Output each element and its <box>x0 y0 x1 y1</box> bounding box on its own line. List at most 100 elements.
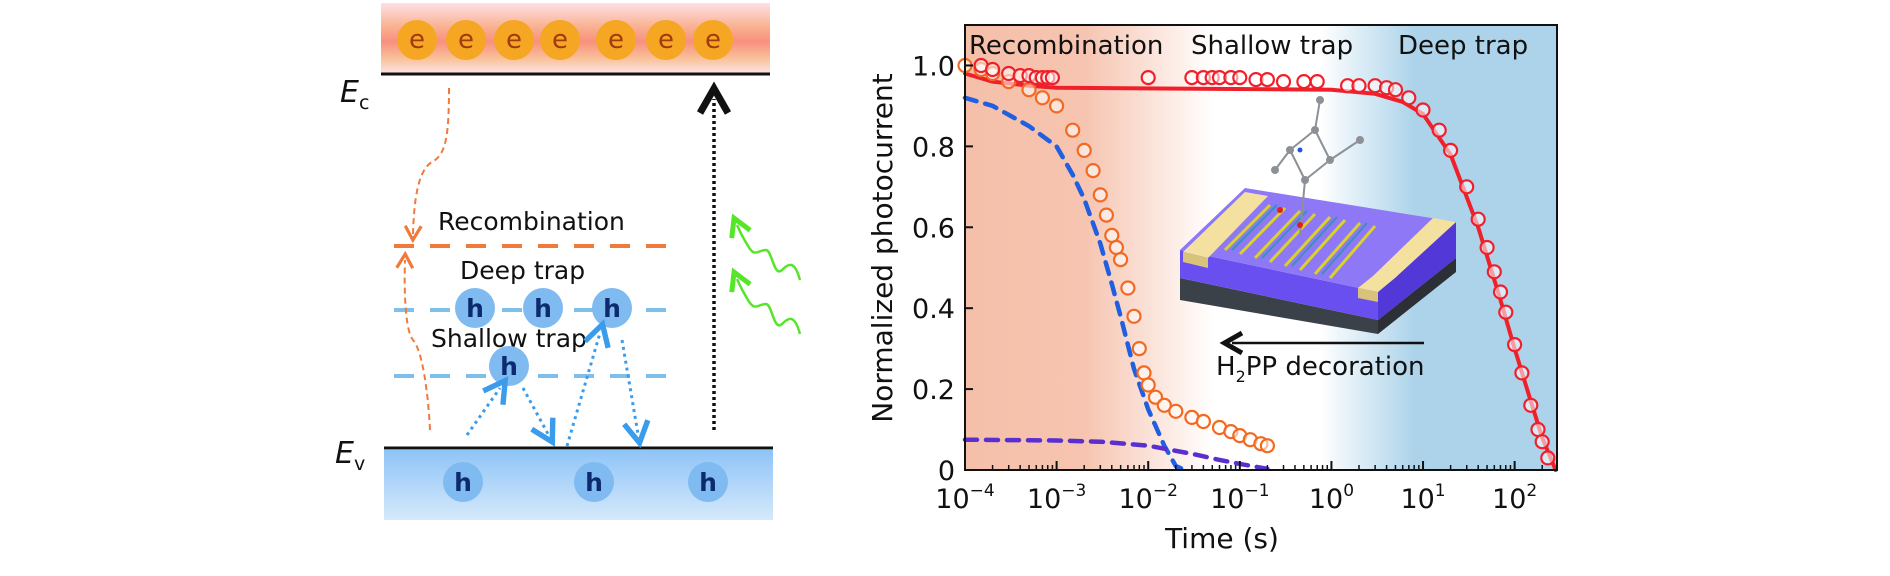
x-tick-label: 10−3 <box>1027 481 1086 515</box>
marker-series-0 <box>957 57 1276 454</box>
recombination-label: Recombination <box>438 207 625 236</box>
hole-circle <box>574 462 614 502</box>
data-point <box>1523 397 1539 413</box>
electron: e <box>646 20 686 60</box>
hole: h <box>574 462 614 502</box>
trap-capture-arrow <box>465 376 509 436</box>
electron-label: e <box>552 25 568 55</box>
data-point <box>1470 211 1486 227</box>
hole-label: h <box>585 468 603 497</box>
data-point <box>1309 73 1325 90</box>
data-point <box>1431 122 1447 138</box>
right-electrode-side <box>1358 288 1378 302</box>
data-point <box>1492 284 1509 300</box>
data-point <box>1085 163 1101 179</box>
marker-series-1 <box>973 57 1556 466</box>
data-point <box>1401 90 1417 106</box>
hole-label: h <box>699 468 717 497</box>
data-point <box>1065 122 1081 138</box>
data-point <box>1168 403 1184 419</box>
deep-capture-arrow <box>565 319 611 447</box>
data-point <box>1092 187 1108 203</box>
ev-label: Ev <box>335 436 365 475</box>
hole-circle <box>592 288 632 328</box>
ec-label: Ec <box>340 75 369 114</box>
substrate-side <box>1378 258 1456 334</box>
data-point <box>1140 69 1156 86</box>
data-point <box>1486 264 1502 280</box>
hole: h <box>489 346 529 386</box>
electron-label: e <box>658 25 674 55</box>
region-label-recombination: Recombination <box>969 31 1163 61</box>
data-point <box>1351 78 1367 94</box>
x-tick-label: 10−1 <box>1210 481 1269 515</box>
data-point <box>1232 69 1248 86</box>
holes: h h hhh h h <box>443 288 728 502</box>
electron-label: e <box>608 25 624 55</box>
plot-frame <box>964 24 1558 471</box>
x-tick-label: 101 <box>1400 481 1445 515</box>
trap-release-arrow <box>521 387 556 447</box>
y-tick-label: 0.4 <box>912 294 955 325</box>
oxide-front <box>1180 250 1378 320</box>
right-electrode <box>1358 218 1456 292</box>
electron-circle <box>540 20 580 60</box>
data-point <box>1259 438 1276 454</box>
deep-release-arrow <box>620 339 651 449</box>
data-point <box>1195 413 1212 430</box>
hole-circle <box>523 288 563 328</box>
axes-layer: 10−4 10−3 10−2 10−1 100 101 102 0 0.2 0.4 0.6 0.8 1.… <box>912 51 1543 515</box>
electron: e <box>596 20 636 60</box>
hole-circle <box>455 288 495 328</box>
electron-label: e <box>458 25 474 55</box>
x-tick-label: 10−4 <box>935 481 994 515</box>
data-point <box>1076 142 1092 158</box>
data-point <box>1530 421 1546 438</box>
data-point <box>1156 397 1172 413</box>
data-point <box>1534 434 1550 450</box>
data-point <box>1498 304 1514 320</box>
channel-lattice-atoms <box>1231 204 1368 275</box>
data-point <box>1442 142 1459 158</box>
x-tick-label: 102 <box>1492 481 1537 515</box>
chart: H2PP decoration Recombination Shallow tr… <box>866 24 1558 555</box>
data-point <box>1415 102 1431 118</box>
left-electrode <box>1183 192 1268 258</box>
substrate-base <box>1180 278 1378 334</box>
electron: e <box>540 20 580 60</box>
data-point <box>1506 337 1523 353</box>
hole-label: h <box>466 294 484 323</box>
data-point <box>1259 71 1276 88</box>
data-point <box>1459 179 1475 195</box>
data-point <box>1540 450 1556 466</box>
data-point <box>1140 377 1156 393</box>
channel-lattice <box>1223 203 1377 279</box>
region-label-shallow-trap: Shallow trap <box>1191 31 1353 61</box>
left-electrode-side <box>1183 252 1208 268</box>
data-point <box>1131 341 1147 357</box>
electron-circle <box>397 20 437 60</box>
electron-circle <box>693 20 733 60</box>
data-point <box>1120 280 1136 296</box>
hole-circle <box>443 462 483 502</box>
electron-circle <box>446 20 486 60</box>
data-point <box>984 61 1001 78</box>
hole-label: h <box>534 294 552 323</box>
data-point <box>1034 90 1051 106</box>
hole: h <box>443 462 483 502</box>
hole-label: h <box>603 294 621 323</box>
y-tick-label: 0.6 <box>912 213 955 244</box>
dashed-fit-line-3 <box>962 95 1187 473</box>
y-tick-label: 1.0 <box>912 51 955 82</box>
hole: h <box>688 462 728 502</box>
hole-circle <box>688 462 728 502</box>
h2pp-molecule-icon <box>1271 96 1364 236</box>
deep-trap-label: Deep trap <box>460 256 585 285</box>
x-tick-label: 10−2 <box>1119 481 1178 515</box>
data-point <box>1514 365 1530 381</box>
light-wave-icon <box>737 279 802 335</box>
data-point <box>1112 252 1129 268</box>
hole: h <box>523 288 563 328</box>
